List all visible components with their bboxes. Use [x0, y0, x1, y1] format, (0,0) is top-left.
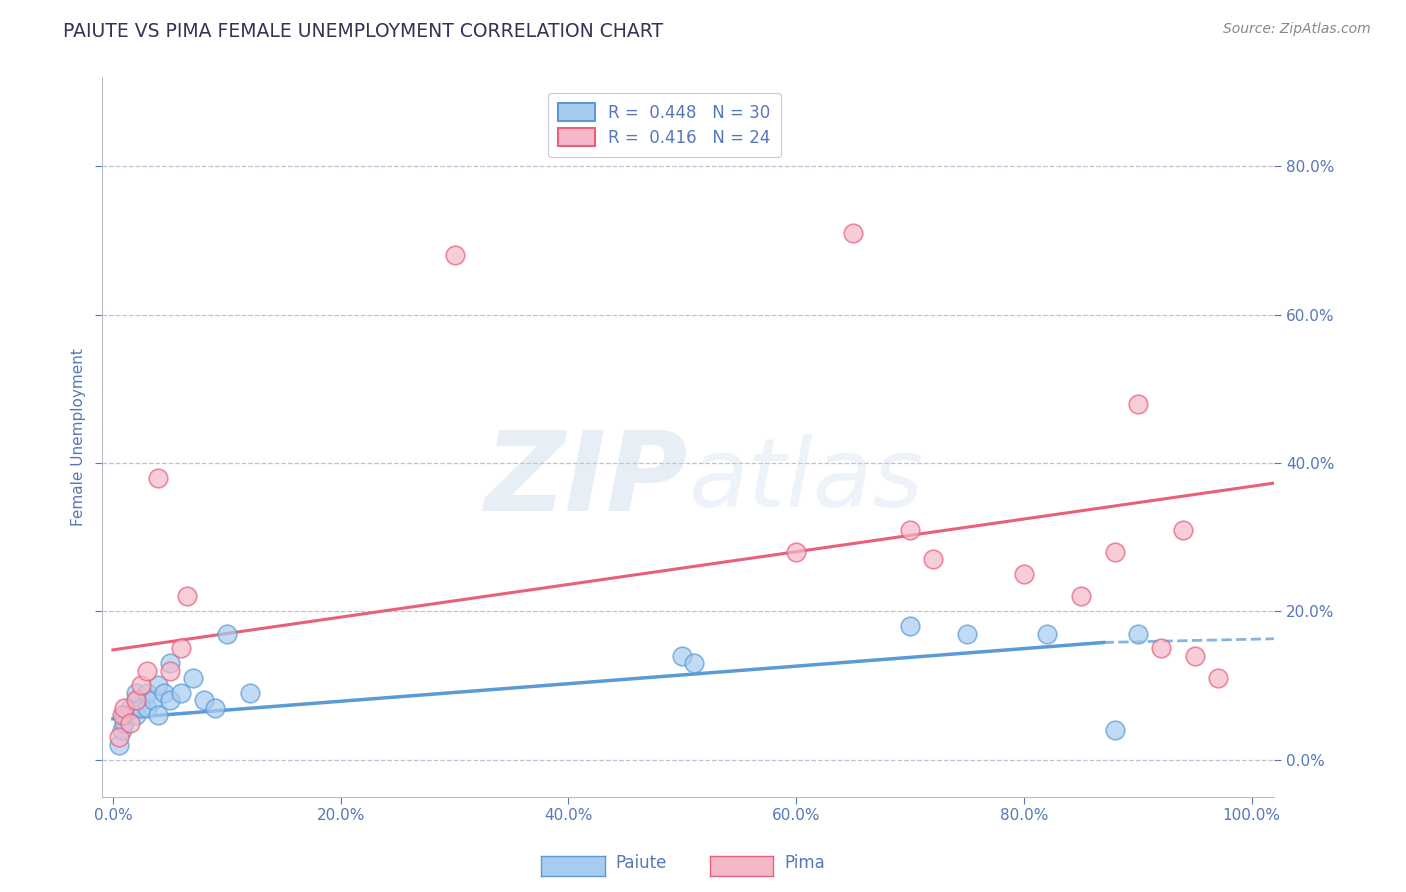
- Point: [1104, 723, 1126, 737]
- Point: [1184, 648, 1206, 663]
- Point: [170, 686, 193, 700]
- Point: [176, 590, 198, 604]
- Text: Pima: Pima: [785, 854, 825, 871]
- Point: [1126, 626, 1149, 640]
- Point: [131, 700, 153, 714]
- Point: [898, 619, 921, 633]
- Point: [142, 693, 165, 707]
- Point: [118, 715, 141, 730]
- Point: [111, 723, 134, 737]
- Point: [898, 523, 921, 537]
- Point: [112, 715, 135, 730]
- Point: [215, 626, 238, 640]
- Point: [136, 700, 159, 714]
- Point: [1035, 626, 1057, 640]
- Legend: R =  0.448   N = 30, R =  0.416   N = 24: R = 0.448 N = 30, R = 0.416 N = 24: [548, 93, 780, 157]
- Text: ZIP: ZIP: [485, 426, 688, 533]
- Point: [921, 552, 943, 566]
- Point: [159, 664, 181, 678]
- Point: [785, 545, 807, 559]
- Point: [956, 626, 979, 640]
- Text: atlas: atlas: [688, 434, 922, 526]
- Text: Paiute: Paiute: [616, 854, 668, 871]
- Point: [671, 648, 693, 663]
- Point: [148, 708, 170, 723]
- Text: Source: ZipAtlas.com: Source: ZipAtlas.com: [1223, 22, 1371, 37]
- Point: [125, 686, 148, 700]
- Point: [204, 700, 226, 714]
- Point: [131, 678, 153, 692]
- Point: [1149, 641, 1171, 656]
- Point: [1012, 567, 1035, 582]
- Text: PAIUTE VS PIMA FEMALE UNEMPLOYMENT CORRELATION CHART: PAIUTE VS PIMA FEMALE UNEMPLOYMENT CORRE…: [63, 22, 664, 41]
- Point: [136, 686, 159, 700]
- Point: [238, 686, 260, 700]
- Point: [1173, 523, 1195, 537]
- Point: [193, 693, 215, 707]
- Point: [159, 657, 181, 671]
- Point: [1206, 671, 1229, 685]
- Point: [107, 738, 129, 752]
- Point: [443, 248, 465, 262]
- Point: [125, 708, 148, 723]
- Point: [181, 671, 204, 685]
- Point: [170, 641, 193, 656]
- Point: [118, 700, 141, 714]
- Point: [1126, 397, 1149, 411]
- Point: [1104, 545, 1126, 559]
- Point: [148, 678, 170, 692]
- Point: [842, 226, 865, 240]
- Point: [159, 693, 181, 707]
- Point: [107, 731, 129, 745]
- Point: [111, 708, 134, 723]
- Y-axis label: Female Unemployment: Female Unemployment: [72, 348, 86, 526]
- Point: [112, 708, 135, 723]
- Point: [136, 664, 159, 678]
- Point: [153, 686, 176, 700]
- Point: [112, 700, 135, 714]
- Point: [1070, 590, 1092, 604]
- Point: [125, 693, 148, 707]
- Point: [148, 471, 170, 485]
- Point: [125, 693, 148, 707]
- Point: [682, 657, 704, 671]
